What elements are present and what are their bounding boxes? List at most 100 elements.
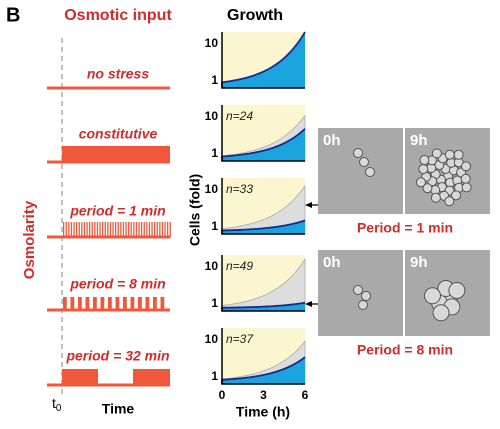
- input-pulse: [107, 222, 109, 237]
- growth-axes: [221, 32, 305, 89]
- input-block: [62, 146, 170, 162]
- input-pulse: [148, 222, 151, 237]
- osmolarity-label: Osmolarity: [21, 200, 38, 279]
- growth-line: [221, 128, 306, 161]
- y-tick-label: 10: [205, 182, 219, 196]
- t0-sub: 0: [56, 403, 62, 414]
- growth-header: Growth: [227, 7, 283, 24]
- growth-area: [222, 128, 305, 161]
- input-pulse: [76, 222, 78, 237]
- n-label: n=49: [226, 259, 253, 273]
- n-label: n=33: [226, 182, 253, 196]
- cell: [448, 281, 466, 299]
- input-pulse: [143, 222, 145, 237]
- period-label: Period = 1 min: [357, 220, 453, 236]
- x-tick-label: 6: [302, 388, 309, 402]
- cell: [432, 304, 450, 322]
- cell: [453, 149, 464, 160]
- input-pulse: [122, 222, 125, 237]
- input-pulse: [83, 222, 86, 237]
- y-tick-label: 1: [211, 146, 218, 160]
- growth-axes: [221, 328, 305, 385]
- condition-label: no stress: [87, 66, 149, 82]
- condition-label: constitutive: [79, 126, 158, 142]
- input-pulse: [133, 222, 135, 237]
- y-tick-label: 10: [205, 109, 219, 123]
- cell: [423, 287, 441, 305]
- input-pulse: [100, 297, 105, 310]
- input-pulse: [125, 222, 127, 237]
- input-pulse: [138, 297, 142, 310]
- cell: [430, 192, 441, 203]
- input-pulse: [65, 222, 67, 237]
- time-point-label: 0h: [323, 254, 341, 271]
- input-pulse: [86, 222, 88, 237]
- period-label: Period = 8 min: [357, 342, 453, 358]
- input-pulse: [145, 297, 150, 310]
- input-header: Osmotic input: [64, 7, 172, 24]
- growth-x-label: Time (h): [236, 404, 290, 420]
- growth-axes: [221, 105, 305, 162]
- arrow-head: [305, 202, 312, 208]
- panel-label: B: [6, 4, 20, 26]
- input-pulse: [73, 222, 75, 237]
- y-tick-label: 10: [205, 259, 219, 273]
- cell: [418, 164, 429, 175]
- condition-label: period = 32 min: [65, 348, 169, 364]
- input-pulse: [138, 222, 140, 237]
- input-pulse: [151, 222, 153, 237]
- x-tick-label: 3: [260, 388, 267, 402]
- input-pulse: [164, 222, 166, 237]
- cell: [461, 161, 472, 172]
- input-pulse: [81, 222, 83, 237]
- input-pulse: [91, 222, 93, 237]
- growth-line: [221, 301, 306, 311]
- control-area: [221, 257, 306, 312]
- input-pulse: [120, 222, 122, 237]
- input-pulse: [70, 222, 73, 237]
- input-pulse: [115, 222, 117, 237]
- cell: [353, 148, 363, 158]
- cell: [353, 285, 363, 295]
- input-pulse: [160, 297, 165, 310]
- cell: [451, 190, 462, 201]
- y-tick-label: 1: [211, 73, 218, 87]
- growth-line: [221, 219, 306, 234]
- cell: [365, 167, 375, 177]
- t0-t: t: [52, 395, 56, 411]
- y-tick-label: 1: [211, 219, 218, 233]
- input-pulse: [104, 222, 106, 237]
- growth-area: [222, 32, 305, 88]
- time-point-label: 0h: [323, 132, 341, 149]
- growth-line: [221, 31, 306, 88]
- input-pulse: [93, 297, 97, 310]
- input-pulse: [102, 222, 104, 237]
- y-tick-label: 1: [211, 369, 218, 383]
- input-pulse: [63, 297, 67, 310]
- cell: [419, 155, 430, 166]
- input-pulse: [161, 222, 164, 237]
- input-pulse: [115, 297, 120, 310]
- input-pulse: [70, 297, 75, 310]
- cell: [415, 177, 426, 188]
- input-pulse: [153, 297, 157, 310]
- input-pulse: [135, 222, 138, 237]
- input-pulse: [99, 222, 101, 237]
- input-block: [62, 369, 98, 385]
- input-pulse: [128, 222, 130, 237]
- input-pulse: [169, 222, 171, 237]
- input-pulse: [63, 222, 65, 237]
- y-tick-label: 1: [211, 296, 218, 310]
- cell: [422, 183, 433, 194]
- cell: [444, 196, 455, 207]
- input-pulse: [141, 222, 143, 237]
- input-pulse: [78, 297, 82, 310]
- input-pulse: [112, 222, 114, 237]
- arrow-head: [305, 301, 312, 307]
- time-label: Time: [102, 401, 135, 417]
- input-pulse: [154, 222, 156, 237]
- cell: [461, 182, 472, 193]
- input-pulse: [156, 222, 158, 237]
- cell: [359, 157, 369, 167]
